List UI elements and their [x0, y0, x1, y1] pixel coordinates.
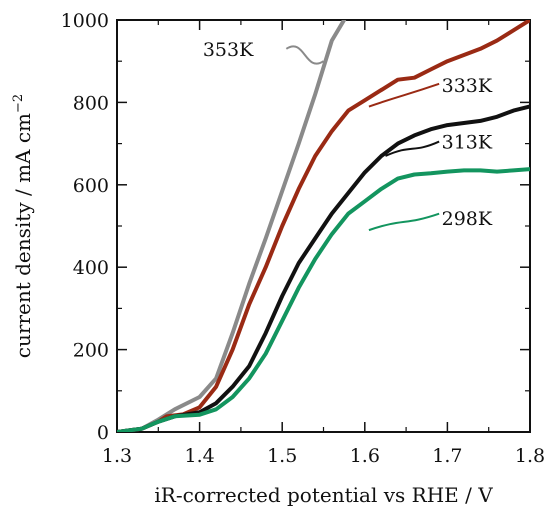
y-tick-labels: 0 200 400 600 800 1000 [61, 10, 109, 444]
y-axis-title-main: current density / mA cm [11, 113, 35, 358]
series-line-298K [117, 167, 530, 432]
leader-298K [368, 212, 440, 232]
series-label-353K: 353K [203, 39, 254, 61]
series-lines [117, 20, 530, 432]
y-tick-label: 0 [97, 422, 109, 444]
x-tick-label: 1.6 [350, 445, 380, 467]
series-line-353K [117, 20, 347, 432]
y-tick-label: 600 [73, 175, 109, 197]
y-tick-label: 800 [73, 92, 109, 114]
series-label-298K: 298K [442, 208, 493, 230]
series-label-333K: 333K [442, 75, 493, 97]
y-axis-title-superscript: −2 [11, 94, 26, 113]
y-tick-label: 400 [73, 257, 109, 279]
annotation-leaders [285, 45, 440, 232]
x-tick-labels: 1.3 1.4 1.5 1.6 1.7 1.8 [102, 445, 545, 467]
y-tick-label: 1000 [61, 10, 109, 32]
y-tick-label: 200 [73, 340, 109, 362]
leader-333K [368, 82, 440, 108]
series-line-313K [117, 104, 530, 432]
leader-313K [385, 140, 440, 157]
x-tick-label: 1.5 [267, 445, 297, 467]
tick-marks [116, 19, 531, 433]
x-axis-title: iR-corrected potential vs RHE / V [154, 483, 493, 507]
y-axis-title: current density / mA cm−2 [11, 94, 35, 358]
x-tick-label: 1.8 [515, 445, 545, 467]
series-label-313K: 313K [442, 132, 493, 154]
x-tick-label: 1.7 [432, 445, 462, 467]
x-tick-label: 1.4 [184, 445, 214, 467]
x-tick-label: 1.3 [102, 445, 132, 467]
leader-353K [285, 45, 325, 65]
series-labels: 353K 333K 313K 298K [203, 39, 493, 230]
